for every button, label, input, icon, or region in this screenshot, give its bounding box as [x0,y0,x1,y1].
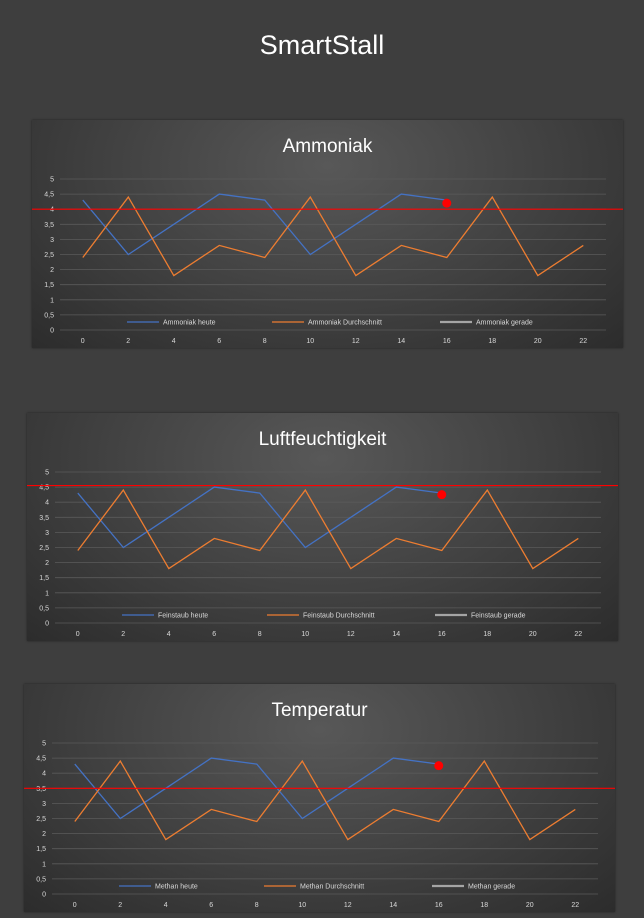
y-tick-label: 5 [42,741,46,748]
y-tick-label: 0,5 [36,876,46,883]
x-tick-label: 14 [389,902,397,909]
x-tick-label: 0 [76,631,80,638]
series-line-feinstaub-heute [77,486,442,549]
x-tick-label: 14 [392,631,400,638]
y-tick-label: 0,5 [39,605,49,612]
chart-title: Temperatur [271,700,368,721]
y-tick-label: 2 [50,267,54,274]
y-tick-label: 2,5 [44,252,54,259]
x-tick-label: 0 [73,902,77,909]
y-tick-label: 2 [42,831,46,838]
series-line-methan-heute [74,757,439,820]
x-tick-label: 12 [347,631,355,638]
x-tick-label: 0 [81,338,85,345]
y-tick-label: 2 [45,560,49,567]
y-tick-label: 0 [42,892,46,899]
y-tick-label: 0,5 [44,312,54,319]
x-tick-label: 22 [574,631,582,638]
x-tick-label: 4 [167,631,171,638]
y-tick-label: 3,5 [39,515,49,522]
y-tick-label: 1,5 [39,575,49,582]
y-tick-label: 1 [45,590,49,597]
legend-label: Ammoniak Durchschnitt [308,320,382,327]
x-tick-label: 10 [301,631,309,638]
x-tick-label: 8 [255,902,259,909]
y-tick-label: 4 [42,771,46,778]
chart-svg: Temperatur 0 0,5 1 1,5 2 2,5 3 3,5 4 4,5 5 0 2 4 6 8 10 12… [24,700,615,909]
y-tick-label: 5 [50,177,54,184]
x-tick-label: 16 [438,631,446,638]
x-tick-label: 18 [483,631,491,638]
series-line-feinstaub-durchschnitt [77,488,579,570]
y-tick-label: 4 [45,500,49,507]
x-tick-label: 10 [306,338,314,345]
x-tick-label: 14 [397,338,405,345]
series-line-methan-durchschnitt [74,759,576,841]
x-tick-label: 20 [534,338,542,345]
x-tick-label: 22 [579,338,587,345]
x-tick-label: 16 [443,338,451,345]
chart-svg: Ammoniak 0 0,5 1 1,5 2 2,5 3 3,5 4 4,5 5 0 2 4 6 8 10 12 14… [32,136,623,345]
x-tick-label: 16 [435,902,443,909]
x-tick-label: 8 [258,631,262,638]
legend-label: Ammoniak gerade [476,320,533,327]
y-tick-label: 2,5 [39,545,49,552]
x-tick-label: 10 [298,902,306,909]
x-tick-label: 6 [212,631,216,638]
app-title: SmartStall [259,30,385,60]
x-tick-label: 6 [209,902,213,909]
x-tick-label: 8 [263,338,267,345]
x-tick-label: 2 [126,338,130,345]
chart-title: Ammoniak [283,136,373,157]
x-tick-label: 12 [344,902,352,909]
x-tick-label: 18 [488,338,496,345]
x-tick-label: 18 [480,902,488,909]
chart-temperatur: Temperatur 0 0,5 1 1,5 2 2,5 3 3,5 4 4,5 5 0 2 4 6 8 10 12… [24,684,615,912]
y-tick-label: 4,5 [36,756,46,763]
y-tick-label: 3 [45,530,49,537]
y-tick-label: 3 [50,237,54,244]
legend-label: Methan Durchschnitt [300,884,364,891]
y-tick-label: 3 [42,801,46,808]
x-tick-label: 22 [571,902,579,909]
y-tick-label: 4,5 [44,192,54,199]
chart-title: Luftfeuchtigkeit [259,429,388,450]
y-tick-label: 0 [50,328,54,335]
y-tick-label: 4 [50,207,54,214]
x-tick-label: 2 [118,902,122,909]
y-tick-label: 1,5 [36,846,46,853]
chart-luftfeuchtigkeit: Luftfeuchtigkeit 0 0,5 1 1,5 2 2,5 3 3,5 4 4,5 5 0 2 4… [27,413,618,641]
x-tick-label: 6 [217,338,221,345]
x-tick-label: 20 [529,631,537,638]
y-tick-label: 4,5 [39,485,49,492]
y-tick-label: 1 [50,297,54,304]
y-tick-label: 5 [45,470,49,477]
chart-svg: Luftfeuchtigkeit 0 0,5 1 1,5 2 2,5 3 3,5 4 4,5 5 0 2 4… [27,429,618,638]
y-tick-label: 1,5 [44,282,54,289]
series-line-ammoniak-durchschnitt [82,195,584,277]
legend-label: Feinstaub heute [158,613,208,620]
y-tick-label: 3,5 [44,222,54,229]
y-tick-label: 0 [45,621,49,628]
legend-label: Methan gerade [468,884,515,891]
legend-label: Ammoniak heute [163,320,216,327]
legend-label: Feinstaub Durchschnitt [303,613,375,620]
y-tick-label: 3,5 [36,786,46,793]
y-tick-label: 1 [42,861,46,868]
legend-label: Methan heute [155,884,198,891]
x-tick-label: 20 [526,902,534,909]
y-tick-label: 2,5 [36,816,46,823]
chart-ammoniak: Ammoniak 0 0,5 1 1,5 2 2,5 3 3,5 4 4,5 5 0 2 4 6 8 10 12 14… [32,120,623,348]
series-line-ammoniak-heute [82,193,447,256]
marker-point [434,761,444,771]
x-tick-label: 12 [352,338,360,345]
x-tick-label: 2 [121,631,125,638]
legend-label: Feinstaub gerade [471,613,526,620]
marker-point [442,198,452,208]
marker-point [437,490,447,500]
x-tick-label: 4 [164,902,168,909]
x-tick-label: 4 [172,338,176,345]
